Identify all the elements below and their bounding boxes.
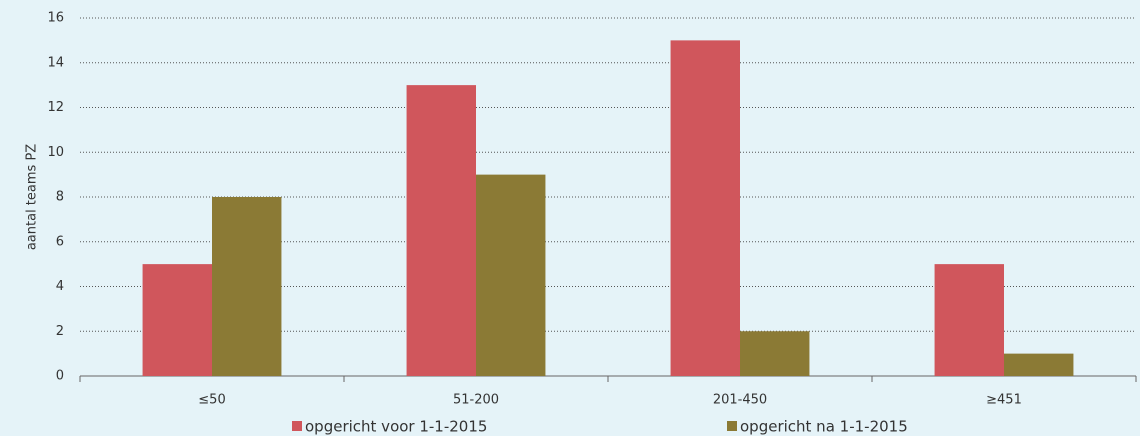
- bar: [740, 331, 810, 376]
- y-tick-label: 0: [56, 369, 64, 384]
- y-axis-label: aantal teams PZ: [25, 144, 40, 250]
- x-tick-label: 201-450: [713, 393, 767, 408]
- y-tick-label: 10: [47, 145, 64, 160]
- bar: [1004, 353, 1074, 376]
- y-tick-label: 8: [56, 190, 64, 205]
- y-tick-label: 6: [56, 234, 64, 249]
- y-tick-label: 14: [47, 55, 64, 70]
- bar: [142, 264, 212, 376]
- bar: [934, 264, 1004, 376]
- y-tick-label: 4: [56, 279, 64, 294]
- legend-label: opgericht na 1-1-2015: [740, 418, 908, 436]
- x-tick-label: 51-200: [453, 393, 499, 408]
- legend-swatch: [292, 421, 302, 431]
- x-tick-label: ≥451: [986, 393, 1022, 408]
- bar: [212, 197, 282, 376]
- bar: [406, 85, 476, 376]
- legend-label: opgericht voor 1-1-2015: [305, 418, 487, 436]
- y-tick-label: 12: [47, 100, 64, 115]
- bar: [670, 40, 740, 376]
- legend-swatch: [727, 421, 737, 431]
- y-tick-label: 2: [56, 324, 64, 339]
- x-tick-label: ≤50: [198, 393, 225, 408]
- bar: [476, 174, 546, 376]
- y-tick-label: 16: [47, 11, 64, 26]
